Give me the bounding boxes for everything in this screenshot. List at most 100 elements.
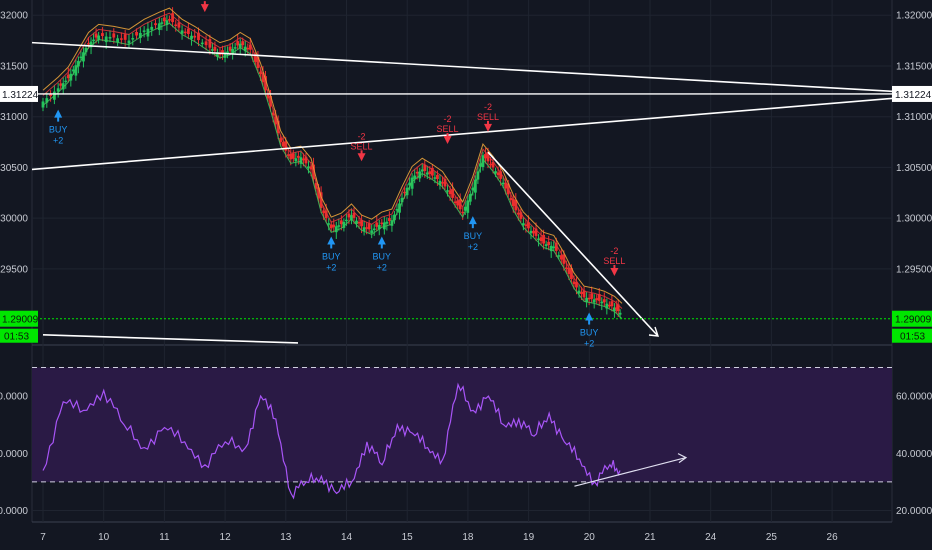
buy-label: BUY: [49, 125, 68, 135]
candle-body: [547, 241, 551, 246]
candle-body: [501, 182, 505, 185]
trendline-arrow-head: [648, 326, 660, 337]
price-tick-left: 1.29500: [0, 264, 28, 275]
candle-body: [441, 182, 444, 184]
candle-body: [49, 94, 52, 97]
sell-arrow-icon: [483, 123, 492, 132]
rsi-tick-right: 40.0000: [896, 449, 932, 460]
candle-body: [104, 36, 108, 43]
candle-body: [41, 101, 45, 108]
buy-arrow-icon: [377, 236, 386, 245]
candle-body: [415, 171, 419, 174]
candle-body: [76, 60, 80, 67]
sell-arrow-icon: [443, 136, 452, 145]
candle-body: [613, 307, 616, 312]
price-tick-right: 1.31500: [896, 61, 932, 72]
candle-body: [463, 206, 467, 211]
candle-body: [456, 200, 460, 206]
rsi-tick-left: 60.0000: [0, 392, 28, 403]
candle-body: [218, 53, 222, 55]
price-tick-right: 1.29500: [896, 264, 932, 275]
x-tick-label: 21: [644, 532, 656, 543]
candle-body: [446, 190, 449, 192]
candle-body: [564, 267, 568, 269]
candle-body: [590, 293, 594, 299]
candle-body: [534, 228, 538, 236]
candle-body: [491, 161, 495, 168]
candle-body: [509, 197, 513, 201]
candle-body: [171, 13, 174, 23]
buy-arrow-icon: [468, 216, 477, 225]
candle-body: [382, 222, 386, 230]
sell-label: SELL: [194, 0, 216, 2]
candle-body: [428, 171, 432, 175]
x-tick-label: 7: [40, 532, 46, 543]
price-tick-left: 1.32000: [0, 11, 28, 22]
candle-body: [499, 171, 503, 179]
candle-body: [248, 44, 252, 50]
candle-body: [228, 46, 232, 51]
candle-body: [479, 163, 482, 167]
candle-body: [616, 304, 620, 312]
candle-body: [557, 255, 561, 257]
candle-body: [327, 223, 331, 225]
rsi-tick-right: 20.0000: [896, 506, 932, 517]
candle-body: [542, 234, 546, 244]
candle-body: [614, 307, 618, 310]
candle-body: [549, 245, 553, 252]
candle-body: [284, 141, 288, 151]
candle-body: [580, 291, 583, 295]
candle-body: [339, 220, 343, 225]
candle-body: [291, 153, 295, 159]
x-tick-label: 10: [98, 532, 110, 543]
candle-body: [539, 237, 543, 241]
candle-body: [554, 242, 558, 251]
candle-body: [582, 290, 586, 298]
candle-body: [443, 178, 447, 187]
moving-average-line: [42, 22, 623, 319]
rsi-arrow-head: [677, 453, 688, 464]
candle-body: [127, 40, 131, 44]
candle-body: [597, 294, 601, 301]
candle-body: [307, 166, 310, 169]
candle-body: [266, 92, 270, 99]
candle-body: [309, 166, 313, 170]
candle-body: [112, 33, 116, 38]
candle-body: [357, 221, 361, 224]
candle-body: [302, 158, 305, 161]
x-tick-label: 15: [402, 532, 414, 543]
candle-body: [314, 182, 318, 189]
price-tick-right: 1.32000: [896, 11, 932, 22]
candle-body: [221, 50, 224, 54]
buy-label: BUY: [373, 251, 392, 261]
candle-body: [595, 298, 599, 301]
candle-body: [253, 55, 257, 62]
candle-body: [486, 152, 490, 162]
rsi-band: [32, 367, 892, 482]
candle-body: [123, 34, 127, 40]
buy-arrow-icon: [54, 109, 63, 118]
price-tick-right: 1.30500: [896, 163, 932, 174]
candle-body: [131, 38, 135, 40]
candle-body: [332, 224, 336, 228]
buy-label: BUY: [580, 328, 599, 338]
candle-body: [233, 47, 237, 49]
candle-body: [544, 244, 548, 246]
candle-body: [347, 213, 351, 218]
candle-body: [577, 290, 581, 294]
x-tick-label: 24: [705, 532, 717, 543]
buy-label: BUY: [322, 251, 341, 261]
candle-body: [618, 312, 622, 315]
candle-body: [360, 219, 363, 227]
candle-body: [108, 37, 112, 39]
level-label-right: 1.31224: [895, 90, 932, 101]
sell-label: SELL: [603, 256, 625, 266]
sell-label: SELL: [351, 141, 373, 151]
price-label-left: 1.29009: [2, 315, 39, 326]
candle-body: [87, 43, 90, 45]
x-tick-label: 20: [584, 532, 596, 543]
candle-body: [162, 17, 166, 22]
x-tick-label: 19: [523, 532, 535, 543]
candle-body: [430, 167, 434, 176]
